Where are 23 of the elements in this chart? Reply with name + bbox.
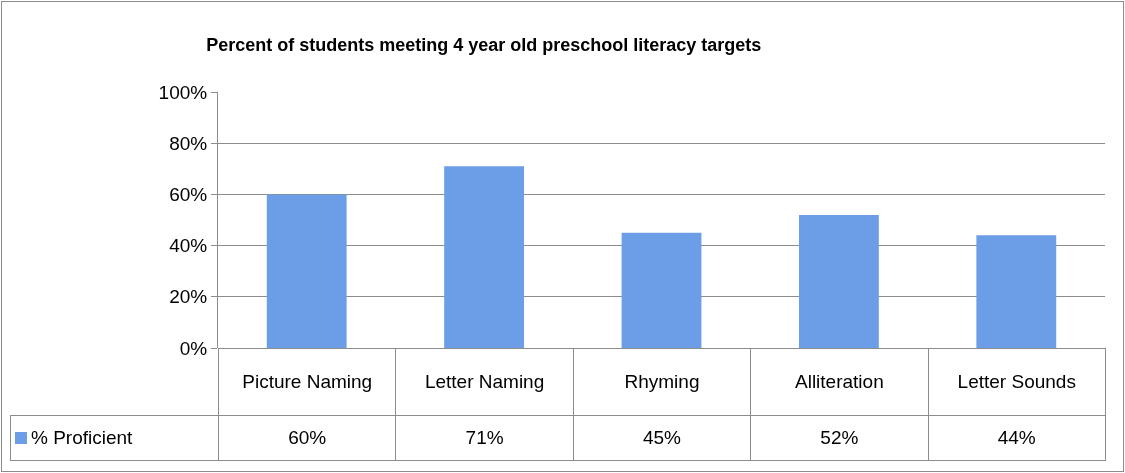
data-label: 60%: [218, 415, 396, 461]
legend-label: % Proficient: [10, 415, 219, 461]
bar: [798, 214, 879, 348]
y-tick-label: 20%: [169, 286, 208, 308]
x-tick-label: Alliteration: [750, 348, 929, 416]
y-tick-label: 40%: [169, 235, 208, 257]
y-tick-label: 80%: [169, 132, 208, 154]
data-label: 44%: [928, 415, 1106, 461]
x-tick-label: Letter Sounds: [928, 348, 1106, 416]
x-tick-label: Picture Naming: [218, 348, 396, 416]
y-tick-label: 0%: [179, 337, 208, 359]
y-tick-label: 100%: [158, 81, 208, 103]
y-tick-label: 60%: [169, 184, 208, 206]
data-label: 52%: [750, 415, 929, 461]
x-tick-label: Letter Naming: [395, 348, 574, 416]
bar: [266, 194, 347, 348]
bar: [976, 235, 1057, 348]
data-label: 71%: [395, 415, 574, 461]
chart-title: Percent of students meeting 4 year old preschool literacy targets: [206, 35, 762, 56]
x-tick-label: Rhyming: [573, 348, 751, 416]
data-label: 45%: [573, 415, 751, 461]
bar: [621, 232, 702, 348]
bar: [444, 166, 525, 348]
